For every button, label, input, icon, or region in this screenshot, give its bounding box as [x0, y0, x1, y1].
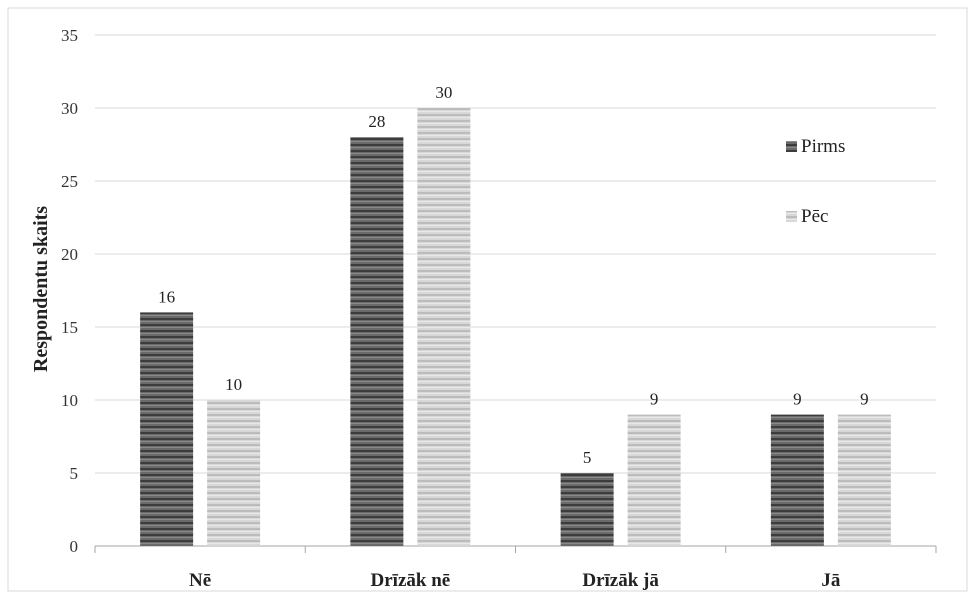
bar-pēc-1 [417, 108, 471, 546]
legend-label: Pēc [801, 206, 828, 227]
data-label: 16 [158, 287, 175, 306]
y-tick-label: 35 [61, 26, 78, 45]
x-category-label: Jā [821, 570, 841, 591]
y-tick-label: 25 [61, 172, 78, 191]
data-label: 9 [860, 390, 869, 409]
data-label: 5 [583, 448, 592, 467]
y-axis-title: Respondentu skaits [30, 206, 52, 372]
data-label: 10 [225, 375, 242, 394]
data-label: 9 [793, 390, 802, 409]
y-tick-label: 5 [70, 464, 79, 483]
y-tick-label: 30 [61, 99, 78, 118]
data-label: 30 [435, 83, 452, 102]
y-tick-label: 0 [70, 537, 79, 556]
x-category-label: Drīzāk nē [371, 570, 451, 591]
legend-swatch [786, 141, 797, 152]
bar-pirms-0 [140, 312, 194, 546]
bar-pēc-2 [627, 414, 681, 546]
data-label: 28 [368, 112, 385, 131]
bar-pēc-3 [837, 414, 891, 546]
legend-swatch [786, 211, 797, 222]
data-label: 9 [650, 390, 659, 409]
x-category-label: Drīzāk jā [582, 570, 659, 591]
bar-pirms-1 [350, 137, 404, 546]
y-tick-label: 10 [61, 391, 78, 410]
bar-pirms-3 [770, 414, 824, 546]
x-category-label: Nē [189, 570, 211, 591]
bar-pirms-2 [560, 473, 614, 546]
legend-label: Pirms [801, 136, 845, 157]
bar-pēc-0 [207, 400, 261, 546]
y-tick-label: 20 [61, 245, 78, 264]
y-tick-label: 15 [61, 318, 78, 337]
